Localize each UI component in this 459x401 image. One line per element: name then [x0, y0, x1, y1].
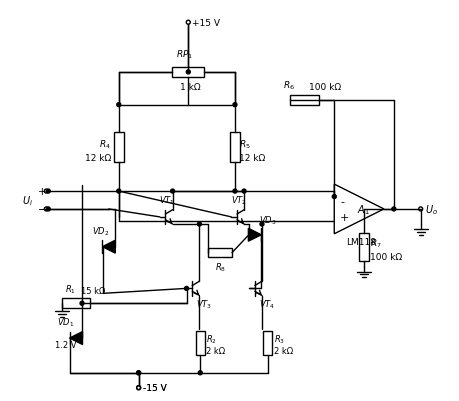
Text: $RP_1$: $RP_1$ [175, 49, 192, 61]
Text: $R_2$: $R_2$ [206, 333, 217, 345]
Circle shape [331, 195, 336, 199]
Text: $VT_1$: $VT_1$ [159, 194, 175, 206]
Bar [230, 133, 240, 163]
Circle shape [117, 190, 121, 194]
Polygon shape [248, 229, 261, 242]
Circle shape [170, 190, 174, 194]
Text: 12 kΩ: 12 kΩ [238, 154, 264, 162]
Circle shape [117, 103, 121, 107]
Circle shape [197, 223, 201, 227]
Text: $R_8$: $R_8$ [214, 261, 225, 273]
Text: $R_6$: $R_6$ [282, 79, 294, 91]
Text: $VD_1$: $VD_1$ [57, 316, 75, 328]
Text: +: + [38, 186, 47, 196]
Bar [172, 68, 204, 78]
Text: -15 V: -15 V [142, 383, 166, 392]
Text: $U_o$: $U_o$ [424, 203, 437, 216]
Bar [196, 331, 204, 355]
Text: 2 kΩ: 2 kΩ [273, 346, 292, 356]
Text: $U_i$: $U_i$ [22, 194, 34, 207]
Text: $VD_3$: $VD_3$ [258, 214, 276, 226]
Text: LM118: LM118 [345, 237, 375, 246]
Text: $VD_2$: $VD_2$ [92, 225, 109, 237]
Text: 2 kΩ: 2 kΩ [206, 346, 225, 356]
Circle shape [46, 190, 50, 194]
Text: $R_4$: $R_4$ [99, 138, 111, 150]
Text: +15 V: +15 V [192, 19, 220, 28]
Circle shape [46, 207, 50, 211]
Text: $R_1$: $R_1$ [65, 283, 75, 296]
Bar [358, 233, 368, 261]
Text: $R_3$: $R_3$ [273, 333, 284, 345]
Circle shape [80, 302, 84, 306]
Text: 15 kΩ: 15 kΩ [81, 287, 105, 296]
Bar [263, 331, 272, 355]
Text: -: - [340, 196, 343, 206]
Text: 100 kΩ: 100 kΩ [369, 253, 401, 261]
Circle shape [184, 287, 188, 291]
Text: 1.2 V: 1.2 V [55, 340, 77, 349]
Bar [289, 95, 319, 105]
Circle shape [391, 207, 395, 211]
Text: 1 kΩ: 1 kΩ [179, 83, 200, 91]
Bar [113, 133, 123, 163]
Text: $R_7$: $R_7$ [369, 237, 381, 249]
Circle shape [232, 190, 236, 194]
Text: $VT_3$: $VT_3$ [196, 298, 212, 310]
Circle shape [241, 190, 246, 194]
Text: -15 V: -15 V [142, 383, 166, 392]
Bar [207, 249, 232, 257]
Polygon shape [69, 332, 82, 344]
Circle shape [136, 371, 140, 375]
Text: +: + [340, 213, 349, 223]
Text: $R_5$: $R_5$ [238, 138, 250, 150]
Circle shape [136, 371, 140, 375]
Circle shape [186, 71, 190, 75]
Text: 12 kΩ: 12 kΩ [84, 154, 111, 162]
Polygon shape [102, 241, 115, 253]
Bar [62, 299, 90, 308]
Text: $VT_4$: $VT_4$ [258, 298, 274, 310]
Text: −: − [38, 205, 48, 215]
Circle shape [259, 223, 263, 227]
Text: $A_1$: $A_1$ [356, 203, 369, 216]
Circle shape [232, 103, 236, 107]
Text: 100 kΩ: 100 kΩ [309, 83, 341, 91]
Text: $VT_2$: $VT_2$ [230, 194, 246, 206]
Circle shape [198, 371, 202, 375]
